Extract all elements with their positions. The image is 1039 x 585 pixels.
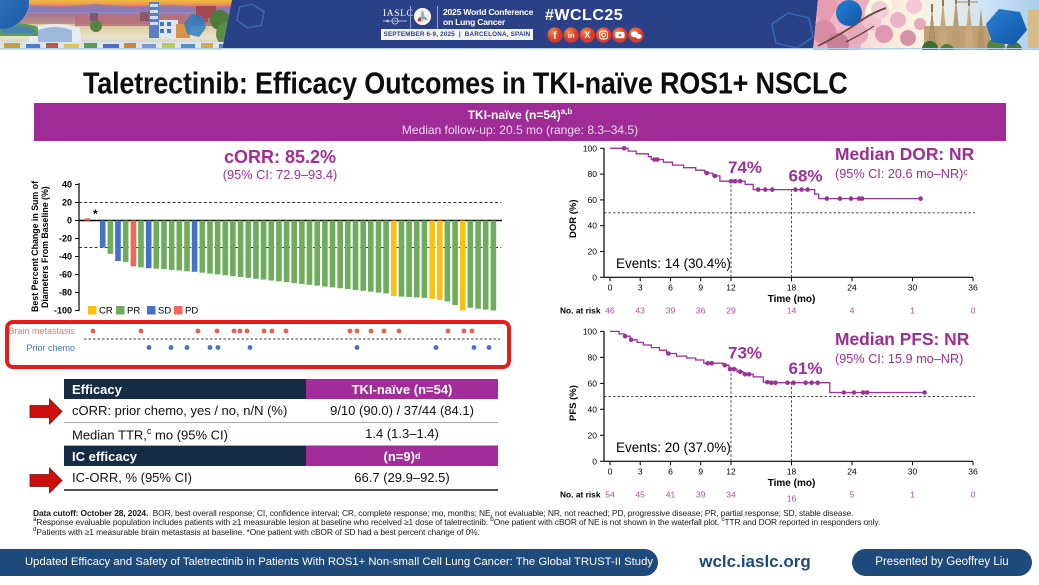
svg-text:30: 30 <box>908 282 918 292</box>
svg-text:X: X <box>584 30 590 40</box>
svg-text:1: 1 <box>910 305 915 315</box>
svg-text:Prior chemo: Prior chemo <box>26 343 75 353</box>
svg-text:36: 36 <box>696 305 706 315</box>
svg-text:Time (mo): Time (mo) <box>768 294 816 305</box>
svg-text:80: 80 <box>588 352 598 362</box>
svg-text:34: 34 <box>726 489 736 499</box>
svg-text:39: 39 <box>696 489 706 499</box>
svg-text:-40: -40 <box>59 252 72 262</box>
svg-text:4: 4 <box>850 305 855 315</box>
svg-text:36: 36 <box>968 282 978 292</box>
svg-text:100: 100 <box>583 326 597 336</box>
svg-text:41: 41 <box>666 489 676 499</box>
svg-text:40: 40 <box>588 404 598 414</box>
svg-text:in: in <box>568 31 575 40</box>
svg-text:39: 39 <box>666 305 676 315</box>
svg-text:100: 100 <box>583 143 597 153</box>
svg-text:45: 45 <box>635 489 645 499</box>
svg-text:(95% CI: 20.6 mo–NR)ᶜ: (95% CI: 20.6 mo–NR)ᶜ <box>835 167 968 181</box>
svg-text:3: 3 <box>638 282 643 292</box>
svg-text:20: 20 <box>62 198 72 208</box>
svg-text:1: 1 <box>910 489 915 499</box>
svg-text:-100: -100 <box>54 306 72 316</box>
svg-text:9: 9 <box>698 466 703 476</box>
svg-text:12: 12 <box>726 282 736 292</box>
svg-text:24: 24 <box>847 466 857 476</box>
svg-text:No. at risk: No. at risk <box>560 489 601 499</box>
svg-text:Events: 20 (37.0%): Events: 20 (37.0%) <box>616 440 731 455</box>
svg-text:PFS (%): PFS (%) <box>568 385 579 421</box>
svg-text:36: 36 <box>968 466 978 476</box>
svg-text:9: 9 <box>698 282 703 292</box>
svg-text:0: 0 <box>592 272 597 282</box>
svg-text:-20: -20 <box>59 234 72 244</box>
svg-text:PD: PD <box>185 306 198 317</box>
svg-text:73%: 73% <box>728 344 762 363</box>
svg-text:Diameters From Baseline (%): Diameters From Baseline (%) <box>40 186 50 308</box>
svg-text:40: 40 <box>588 221 598 231</box>
svg-text:0: 0 <box>971 305 976 315</box>
svg-text:Brain metastasis: Brain metastasis <box>8 326 75 336</box>
svg-text:12: 12 <box>726 466 736 476</box>
svg-text:CR: CR <box>99 306 113 317</box>
svg-text:No. at risk: No. at risk <box>560 305 601 315</box>
svg-text:14: 14 <box>787 305 797 315</box>
svg-text:Median DOR: NR: Median DOR: NR <box>835 144 975 164</box>
svg-text:0: 0 <box>608 282 613 292</box>
svg-text:SD: SD <box>158 306 171 317</box>
svg-text:60: 60 <box>588 378 598 388</box>
svg-text:16: 16 <box>787 493 797 503</box>
svg-text:f: f <box>553 31 557 42</box>
svg-text:0: 0 <box>592 456 597 466</box>
svg-text:40: 40 <box>62 180 72 190</box>
svg-text:43: 43 <box>635 305 645 315</box>
svg-text:46: 46 <box>605 305 615 315</box>
svg-text:3: 3 <box>638 466 643 476</box>
svg-text:Events: 14 (30.4%): Events: 14 (30.4%) <box>616 256 731 271</box>
svg-text:6: 6 <box>668 466 673 476</box>
svg-text:20: 20 <box>588 247 598 257</box>
svg-text:54: 54 <box>605 489 615 499</box>
svg-text:-80: -80 <box>59 288 72 298</box>
svg-text:Best Percent Change in Sum of: Best Percent Change in Sum of <box>30 181 40 312</box>
svg-text:PR: PR <box>127 306 140 317</box>
svg-text:(95% CI: 15.9 mo–NR): (95% CI: 15.9 mo–NR) <box>835 352 963 366</box>
svg-text:DOR (%): DOR (%) <box>568 199 579 238</box>
svg-text:68%: 68% <box>788 167 822 186</box>
svg-text:18: 18 <box>787 466 797 476</box>
svg-text:6: 6 <box>668 282 673 292</box>
svg-text:30: 30 <box>908 466 918 476</box>
svg-text:61%: 61% <box>788 359 822 378</box>
svg-text:-60: -60 <box>59 270 72 280</box>
svg-text:74%: 74% <box>728 158 762 177</box>
svg-text:Time (mo): Time (mo) <box>768 478 816 489</box>
svg-text:29: 29 <box>726 305 736 315</box>
svg-text:18: 18 <box>787 282 797 292</box>
svg-text:0: 0 <box>608 466 613 476</box>
svg-text:0: 0 <box>67 216 72 226</box>
svg-text:60: 60 <box>588 195 598 205</box>
svg-text:Median PFS: NR: Median PFS: NR <box>835 329 970 349</box>
svg-text:20: 20 <box>588 430 598 440</box>
svg-text:0: 0 <box>971 489 976 499</box>
svg-text:80: 80 <box>588 169 598 179</box>
svg-text:5: 5 <box>850 489 855 499</box>
svg-text:24: 24 <box>847 282 857 292</box>
svg-text:*: * <box>93 207 98 221</box>
